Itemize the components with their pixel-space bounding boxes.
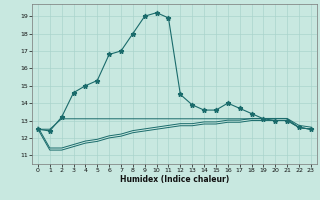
X-axis label: Humidex (Indice chaleur): Humidex (Indice chaleur) <box>120 175 229 184</box>
